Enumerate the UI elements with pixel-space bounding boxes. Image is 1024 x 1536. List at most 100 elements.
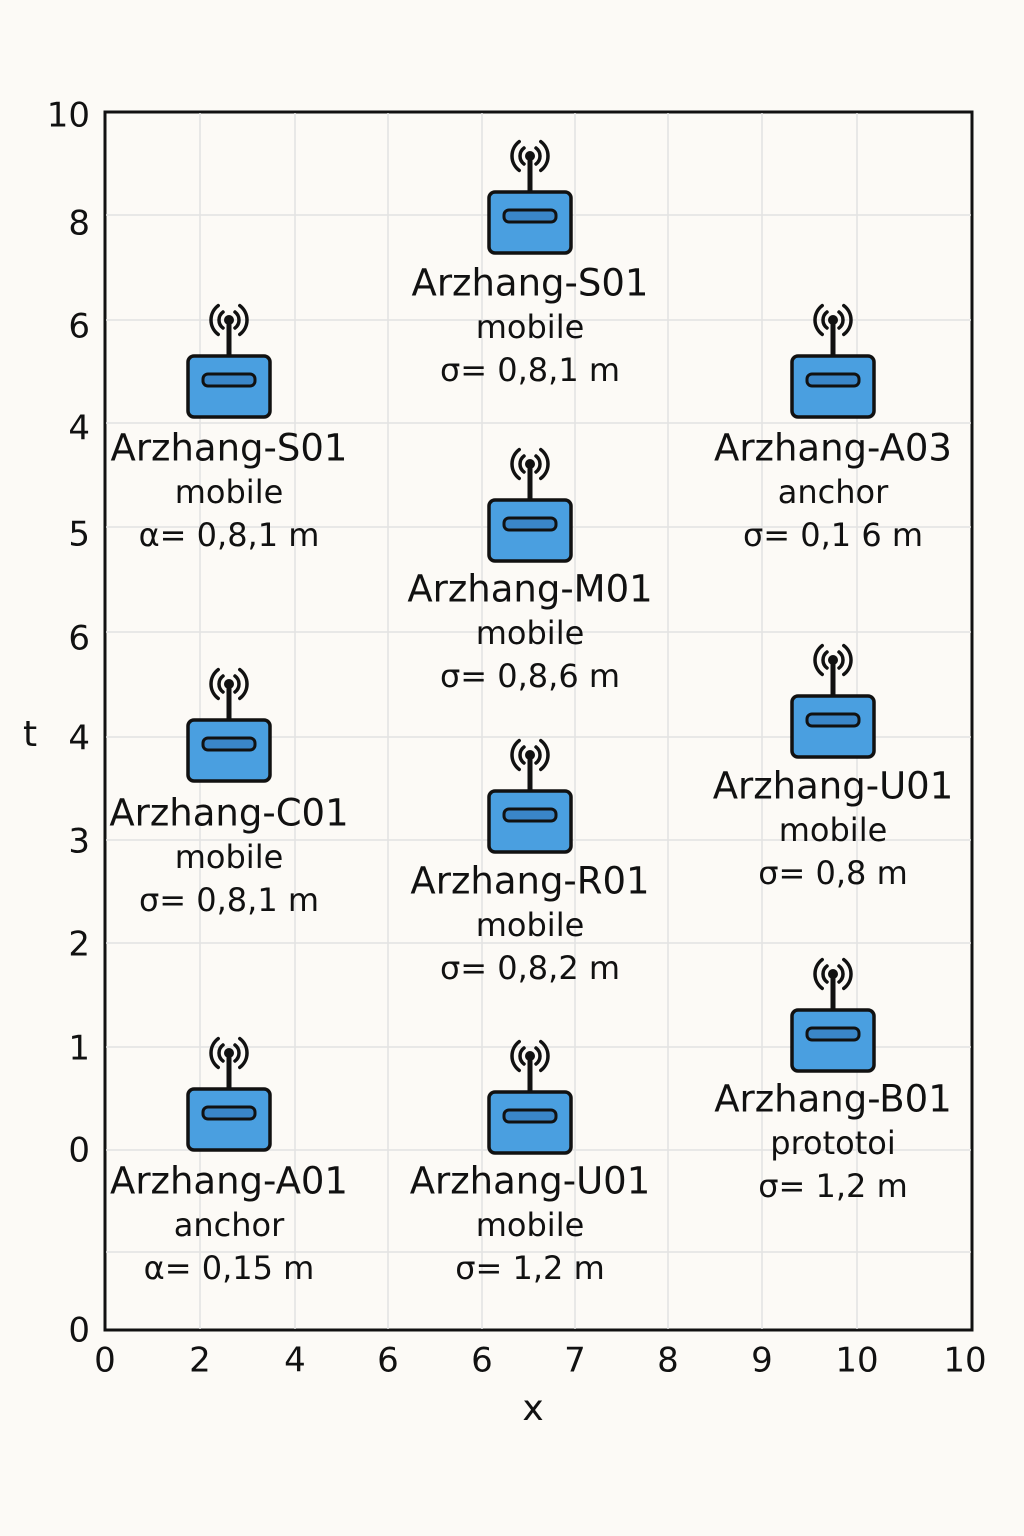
signal-wave xyxy=(510,139,521,173)
antenna-tip xyxy=(525,459,535,469)
device-role: anchor xyxy=(778,473,889,511)
device-label: Arzhang-B01 xyxy=(714,1078,952,1121)
device-slot xyxy=(502,1108,558,1124)
device-slot xyxy=(201,1105,257,1121)
signal-wave xyxy=(539,139,550,173)
x-tick-label: 7 xyxy=(564,1341,586,1381)
device-slot xyxy=(805,712,861,728)
device-label: Arzhang-R01 xyxy=(410,860,649,903)
device-role: mobile xyxy=(476,906,585,944)
y-tick-label: 3 xyxy=(68,822,90,862)
device-slot xyxy=(502,516,558,532)
signal-wave xyxy=(510,447,521,481)
device-label: Arzhang-S01 xyxy=(111,427,348,470)
antenna-tip xyxy=(525,750,535,760)
device-role: prototoi xyxy=(770,1124,895,1162)
y-tick-label: 0 xyxy=(68,1131,90,1171)
antenna-tip xyxy=(224,679,234,689)
signal-wave xyxy=(837,964,845,984)
device-label: Arzhang-M01 xyxy=(407,568,652,611)
signal-wave xyxy=(837,310,845,330)
signal-wave xyxy=(217,310,225,330)
signal-wave xyxy=(837,650,845,670)
y-tick-label: 4 xyxy=(68,719,90,759)
device-sigma: σ= 0,8,1 m xyxy=(139,881,319,919)
signal-wave xyxy=(534,745,542,765)
antenna-tip xyxy=(828,969,838,979)
device-role: mobile xyxy=(779,811,888,849)
y-tick-label: 2 xyxy=(68,925,90,965)
signal-wave xyxy=(813,643,824,677)
y-tick-label: 4 xyxy=(68,409,90,449)
device-label: Arzhang-U01 xyxy=(713,765,954,808)
device-label: Arzhang-U01 xyxy=(410,1160,651,1203)
x-tick-label: 6 xyxy=(471,1341,493,1381)
device-slot xyxy=(805,1026,861,1042)
x-tick-label: 2 xyxy=(189,1341,211,1381)
antenna-tip xyxy=(828,655,838,665)
signal-wave xyxy=(217,1043,225,1063)
signal-wave xyxy=(209,303,220,337)
signal-wave xyxy=(209,1036,220,1070)
signal-wave xyxy=(539,447,550,481)
device-role: mobile xyxy=(476,614,585,652)
antenna-tip xyxy=(525,1051,535,1061)
y-tick-label: 0 xyxy=(68,1311,90,1351)
antenna-tip xyxy=(224,1048,234,1058)
signal-wave xyxy=(518,745,526,765)
signal-wave xyxy=(534,454,542,474)
signal-wave xyxy=(238,667,249,701)
device-sigma: α= 0,15 m xyxy=(144,1249,315,1287)
signal-wave xyxy=(510,738,521,772)
signal-wave xyxy=(510,1039,521,1073)
x-tick-label: 0 xyxy=(94,1341,116,1381)
y-tick-label: 1 xyxy=(68,1029,90,1069)
signal-wave xyxy=(233,1043,241,1063)
signal-wave xyxy=(813,303,824,337)
device-sigma: σ= 1,2 m xyxy=(455,1249,605,1287)
signal-wave xyxy=(233,674,241,694)
signal-wave xyxy=(518,1046,526,1066)
x-tick-label: 9 xyxy=(751,1341,773,1381)
signal-wave xyxy=(233,310,241,330)
device-label: Arzhang-S01 xyxy=(412,262,649,305)
device-slot xyxy=(502,807,558,823)
x-tick-label: 8 xyxy=(657,1341,679,1381)
x-axis-label: x xyxy=(522,1388,543,1429)
device-sigma: σ= 0,8,2 m xyxy=(440,949,620,987)
x-tick-label: 4 xyxy=(284,1341,306,1381)
signal-wave xyxy=(842,643,853,677)
device-slot xyxy=(502,208,558,224)
y-axis-label: t xyxy=(23,714,37,755)
device-sigma: σ= 0,8,6 m xyxy=(440,657,620,695)
y-tick-label: 5 xyxy=(68,515,90,555)
signal-wave xyxy=(821,964,829,984)
x-tick-label: 6 xyxy=(377,1341,399,1381)
signal-wave xyxy=(217,674,225,694)
antenna-tip xyxy=(525,151,535,161)
signal-wave xyxy=(813,957,824,991)
device-role: mobile xyxy=(175,473,284,511)
x-tick-label: 10 xyxy=(835,1341,878,1381)
signal-wave xyxy=(238,1036,249,1070)
signal-wave xyxy=(534,1046,542,1066)
y-tick-label: 10 xyxy=(47,96,90,136)
device-slot xyxy=(805,372,861,388)
signal-wave xyxy=(518,146,526,166)
device-sigma: σ= 0,8,1 m xyxy=(440,351,620,389)
device-label: Arzhang-A01 xyxy=(110,1160,348,1203)
signal-wave xyxy=(539,1039,550,1073)
signal-wave xyxy=(518,454,526,474)
device-slot xyxy=(201,372,257,388)
